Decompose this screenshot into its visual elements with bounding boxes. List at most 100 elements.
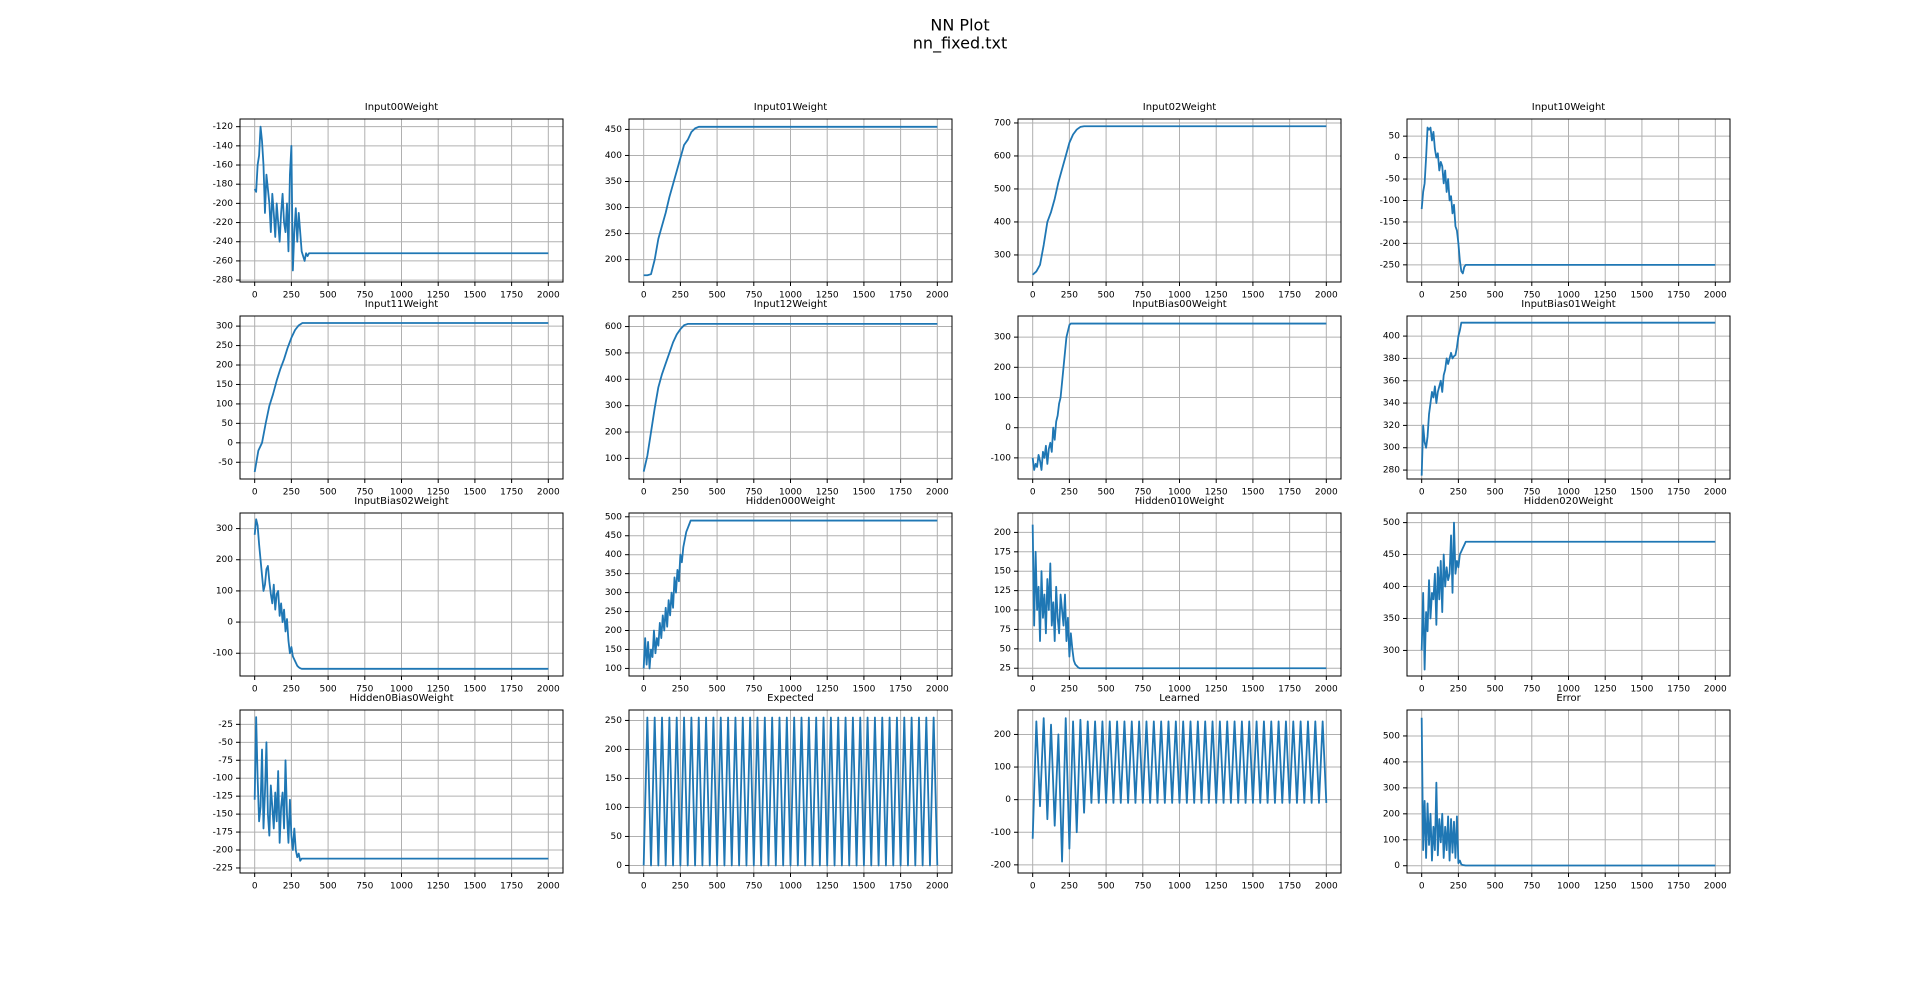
subplot-title: Input02Weight	[1143, 102, 1217, 113]
subplot-title: Hidden000Weight	[746, 496, 835, 507]
y-tick-label: -200	[213, 846, 234, 856]
x-tick-label: 750	[745, 882, 762, 892]
axes-frame	[1017, 709, 1342, 874]
subplot-title: Hidden010Weight	[1135, 496, 1224, 507]
x-tick-label: 250	[1450, 291, 1467, 301]
y-tick-label: 500	[1383, 731, 1400, 741]
x-tick-label: 1750	[889, 291, 912, 301]
y-tick-label: 100	[605, 664, 622, 674]
x-tick-label: 500	[319, 685, 336, 695]
y-tick-label: 150	[994, 567, 1011, 577]
x-tick-label: 750	[356, 291, 373, 301]
axes-frame	[1406, 512, 1731, 677]
x-tick-label: 500	[1486, 291, 1503, 301]
x-tick-label: 1250	[427, 291, 450, 301]
x-tick-label: 750	[745, 291, 762, 301]
x-tick-label: 0	[641, 488, 647, 498]
y-tick-label: 300	[216, 524, 233, 534]
y-tick-label: 75	[1000, 625, 1011, 635]
x-tick-label: 1500	[1630, 685, 1653, 695]
y-tick-label: 400	[1383, 757, 1400, 767]
y-tick-label: 300	[216, 322, 233, 332]
axes-frame	[239, 118, 564, 283]
x-tick-label: 1750	[1667, 685, 1690, 695]
y-tick-label: -50	[218, 738, 233, 748]
y-tick-label: 100	[994, 393, 1011, 403]
y-tick-label: 150	[605, 774, 622, 784]
x-tick-label: 1250	[1205, 882, 1228, 892]
x-tick-label: 1500	[1241, 488, 1264, 498]
y-tick-label: 50	[1389, 132, 1401, 142]
x-tick-label: 1750	[889, 488, 912, 498]
y-tick-label: 0	[1005, 795, 1011, 805]
x-tick-label: 0	[1419, 488, 1425, 498]
subplot: 0 250 500 750 1000 1250 1500 1750 2000 300 400 500 6…	[994, 102, 1342, 301]
y-tick-label: 320	[1383, 421, 1400, 431]
x-tick-label: 250	[283, 291, 300, 301]
y-tick-label: 200	[216, 555, 233, 565]
x-tick-label: 1750	[500, 291, 523, 301]
data-line	[253, 322, 549, 473]
x-tick-label: 1500	[1241, 685, 1264, 695]
x-tick-label: 2000	[1704, 291, 1727, 301]
x-tick-label: 500	[1486, 488, 1503, 498]
axes-frame	[1017, 315, 1342, 480]
x-tick-label: 1000	[779, 685, 802, 695]
x-tick-label: 1250	[427, 882, 450, 892]
y-tick-label: 100	[216, 586, 233, 596]
x-tick-label: 1750	[1278, 882, 1301, 892]
x-tick-label: 1500	[1241, 291, 1264, 301]
y-tick-label: -260	[213, 256, 234, 266]
x-tick-label: 1500	[463, 685, 486, 695]
x-tick-label: 1750	[1667, 488, 1690, 498]
x-tick-label: 1000	[1168, 291, 1191, 301]
y-tick-label: 100	[605, 803, 622, 813]
y-tick-label: -125	[213, 792, 233, 802]
x-tick-label: 1500	[1630, 488, 1653, 498]
x-tick-label: 1250	[1594, 882, 1617, 892]
x-tick-label: 500	[1097, 291, 1114, 301]
y-tick-label: 200	[216, 361, 233, 371]
y-tick-label: 0	[1394, 153, 1400, 163]
x-tick-label: 1500	[463, 882, 486, 892]
data-line	[1032, 125, 1327, 276]
x-tick-label: 750	[1523, 882, 1540, 892]
y-tick-label: 200	[605, 745, 622, 755]
data-line	[1031, 524, 1327, 670]
y-tick-label: -50	[1385, 175, 1400, 185]
x-tick-label: 750	[745, 488, 762, 498]
x-tick-label: 750	[1523, 488, 1540, 498]
x-tick-label: 750	[1523, 685, 1540, 695]
y-tick-label: 125	[994, 586, 1011, 596]
x-tick-label: 0	[1030, 685, 1036, 695]
x-tick-label: 250	[283, 488, 300, 498]
x-tick-label: 1750	[1667, 291, 1690, 301]
y-tick-label: -200	[1380, 239, 1401, 249]
subplot: 0 250 500 750 1000 1250 1500 1750 2000 -50 0 50 100 1…	[216, 299, 564, 498]
subplot-title: InputBias00Weight	[1132, 299, 1227, 310]
x-tick-label: 1250	[1205, 488, 1228, 498]
x-tick-label: 750	[356, 488, 373, 498]
y-tick-label: -280	[213, 276, 234, 286]
y-tick-label: 100	[1383, 835, 1400, 845]
y-tick-label: 100	[605, 454, 622, 464]
y-tick-label: -240	[213, 237, 234, 247]
y-tick-label: -250	[1380, 260, 1401, 270]
data-line	[253, 716, 549, 862]
axes-frame	[1017, 118, 1342, 283]
y-tick-label: -100	[991, 453, 1012, 463]
y-tick-label: -100	[1380, 196, 1401, 206]
subplot-title: InputBias01Weight	[1521, 299, 1616, 310]
y-tick-label: -220	[213, 218, 234, 228]
x-tick-label: 1500	[1241, 882, 1264, 892]
x-tick-label: 1750	[1278, 291, 1301, 301]
y-tick-label: 500	[605, 348, 622, 358]
y-tick-label: -200	[213, 199, 234, 209]
x-tick-label: 2000	[926, 488, 949, 498]
y-tick-label: 100	[216, 399, 233, 409]
subplot-title: Input01Weight	[754, 102, 828, 113]
data-line	[1420, 126, 1716, 275]
y-tick-label: 0	[1394, 861, 1400, 871]
x-tick-label: 1250	[427, 488, 450, 498]
y-tick-label: 340	[1383, 399, 1400, 409]
